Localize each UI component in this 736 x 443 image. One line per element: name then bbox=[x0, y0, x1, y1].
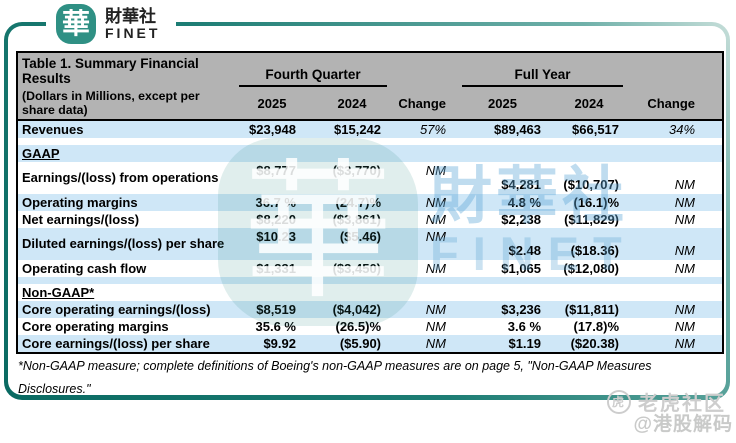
table-title: Table 1. Summary Financial Results bbox=[22, 56, 199, 86]
table-row: Net earnings/(loss) $8,220 ($3,861) NM $… bbox=[17, 211, 724, 228]
table-header: Table 1. Summary Financial Results (Doll… bbox=[17, 52, 724, 122]
finet-logo-text: 財華社 FINET bbox=[105, 6, 161, 41]
group-header-spacer bbox=[393, 52, 457, 91]
col-header-q4-change: Change bbox=[393, 90, 457, 122]
company-name-english: FINET bbox=[105, 24, 161, 41]
table-subtitle: (Dollars in Millions, except per share d… bbox=[22, 89, 200, 117]
footnote-line1: *Non-GAAP measure; complete definitions … bbox=[18, 359, 652, 373]
table-row: Revenues $23,948 $15,242 57% $89,463 $66… bbox=[17, 120, 724, 138]
col-header-fy-2024: 2024 bbox=[549, 90, 630, 122]
table-row: Operating margins 36.7 % (24.7)% NM 4.8 … bbox=[17, 194, 724, 211]
section-row-non-gaap: Non-GAAP* bbox=[17, 284, 724, 301]
company-name-chinese: 財華社 bbox=[105, 6, 156, 26]
hk-stock-decode-watermark: @港股解码 bbox=[633, 414, 733, 435]
col-header-q4-2024: 2024 bbox=[311, 90, 394, 122]
table-title-cell: Table 1. Summary Financial Results (Doll… bbox=[17, 52, 233, 121]
group-header-full-year: Full Year bbox=[456, 52, 630, 91]
finet-logo-block: 華 財華社 FINET bbox=[46, 0, 177, 48]
group-header-fourth-quarter: Fourth Quarter bbox=[233, 52, 394, 91]
footnote-line2: Disclosures." bbox=[18, 382, 91, 396]
col-header-q4-2025: 2025 bbox=[233, 90, 311, 122]
tiger-community-watermark: 虎 老虎社区 bbox=[607, 387, 726, 416]
table-body: Revenues $23,948 $15,242 57% $89,463 $66… bbox=[17, 120, 724, 353]
table-row: Diluted earnings/(loss) per share $10.23… bbox=[17, 228, 724, 260]
section-row-gaap: GAAP bbox=[17, 145, 724, 162]
tiger-community-label: 老虎社区 bbox=[638, 393, 726, 415]
table-row: Core operating margins 35.6 % (26.5)% NM… bbox=[17, 318, 724, 335]
spacer-row bbox=[17, 138, 724, 145]
tiger-icon: 虎 bbox=[607, 389, 631, 414]
table-row: Operating cash flow $1,331 ($3,450) NM $… bbox=[17, 260, 724, 277]
col-header-fy-2025: 2025 bbox=[456, 90, 550, 122]
group-header-spacer bbox=[629, 52, 724, 91]
col-header-fy-change: Change bbox=[629, 90, 724, 122]
table-row: Core earnings/(loss) per share $9.92 ($5… bbox=[17, 335, 724, 353]
summary-financial-table: Table 1. Summary Financial Results (Doll… bbox=[16, 51, 725, 354]
table-row: Core operating earnings/(loss) $8,519 ($… bbox=[17, 301, 724, 318]
table-row: Earnings/(loss) from operations $8,777 (… bbox=[17, 162, 724, 194]
footnote: *Non-GAAP measure; complete definitions … bbox=[18, 355, 668, 401]
spacer-row bbox=[17, 277, 724, 284]
finet-logo-icon: 華 bbox=[56, 4, 96, 44]
